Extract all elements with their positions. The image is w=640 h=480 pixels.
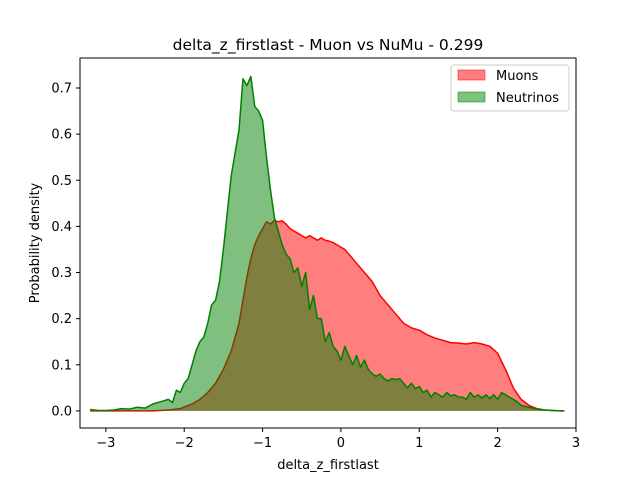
series-neutrinos-area [90, 76, 565, 411]
y-tick-label: 0.1 [51, 358, 72, 373]
y-axis-label: Probability density [28, 182, 43, 303]
x-tick-label: −3 [96, 436, 115, 451]
series-layer [90, 75, 565, 412]
x-tick-label: 0 [337, 436, 345, 451]
x-tick-label: −1 [253, 436, 272, 451]
y-tick-label: 0.2 [51, 312, 72, 327]
legend-swatch-neutrinos [457, 91, 486, 103]
y-tick-label: 0.3 [51, 266, 72, 281]
y-tick-label: 0.7 [51, 81, 72, 96]
y-tick-label: 0.4 [51, 220, 72, 235]
legend: Muons Neutrinos [450, 64, 570, 112]
series-neutrinos-line [90, 75, 565, 412]
series-neutrinos [90, 75, 565, 412]
x-tick-label: 3 [572, 436, 580, 451]
series-muons-area [90, 220, 565, 411]
legend-swatch-muons [457, 69, 486, 81]
x-tick-label: 2 [494, 436, 502, 451]
y-tick-label: 0.6 [51, 128, 72, 143]
legend-label-neutrinos: Neutrinos [496, 91, 559, 106]
x-axis-label: delta_z_firstlast [277, 458, 379, 473]
y-tick-label: 0.5 [51, 174, 72, 189]
legend-label-muons: Muons [496, 69, 539, 84]
y-tick-label: 0.0 [51, 404, 72, 419]
chart-title: delta_z_firstlast - Muon vs NuMu - 0.299 [173, 36, 484, 55]
x-tick-label: −2 [175, 436, 194, 451]
plot-frame [79, 57, 577, 429]
y-axis-ticks: 0.0 0.1 0.2 0.3 0.4 0.5 0.6 0.7 [51, 81, 80, 419]
x-tick-label: 1 [415, 436, 423, 451]
x-axis-ticks: −3 −2 −1 0 1 2 3 [96, 428, 580, 451]
